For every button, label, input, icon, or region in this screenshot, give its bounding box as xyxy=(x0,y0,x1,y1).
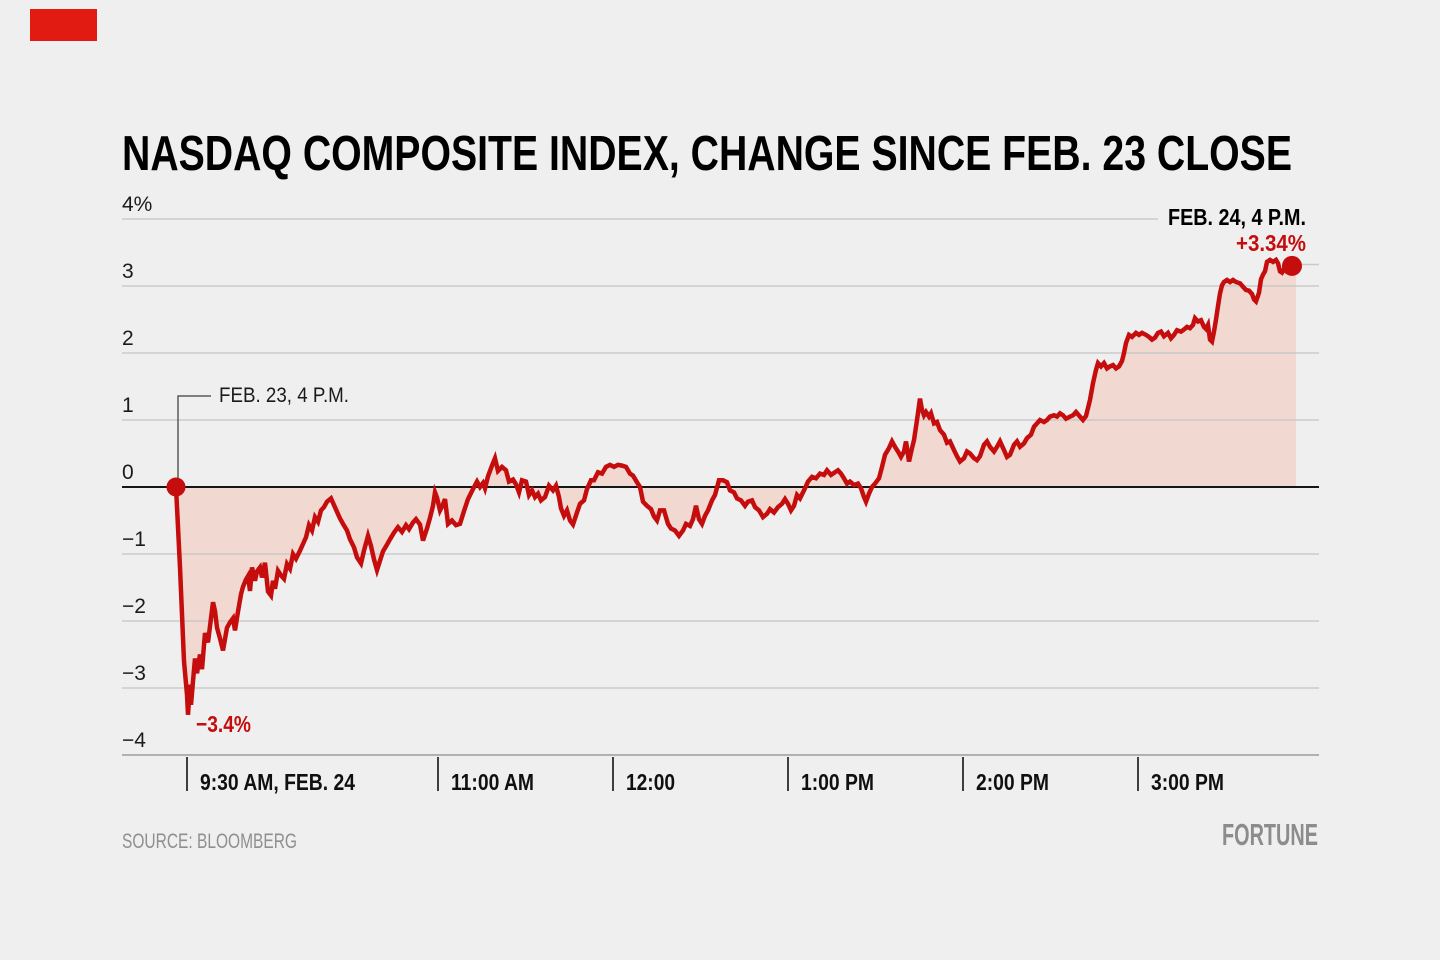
x-axis-tick-label: 2:00 PM xyxy=(976,769,1049,795)
x-axis-tick-label: 9:30 AM, FEB. 24 xyxy=(200,769,355,795)
start-callout-line xyxy=(177,395,211,478)
low-value-label: −3.4% xyxy=(196,711,251,737)
end-time-label: FEB. 24, 4 P.M. xyxy=(1168,204,1306,230)
y-axis-tick-label: 3 xyxy=(122,260,134,283)
chart-title: NASDAQ COMPOSITE INDEX, CHANGE SINCE FEB… xyxy=(122,127,1292,181)
x-axis-tick-label: 12:00 xyxy=(626,769,675,795)
y-axis-tick-label: 1 xyxy=(122,394,134,417)
chart-plot-area: 4% 3 2 1 0 −1 −2 −3 −4 9:30 AM, FEB. 24 11:00 AM 12… xyxy=(122,193,1319,795)
x-axis-tick-label: 1:00 PM xyxy=(801,769,874,795)
y-axis-tick-label: −3 xyxy=(122,662,146,685)
source-credit: SOURCE: BLOOMBERG xyxy=(122,829,297,853)
fortune-logo: FORTUNE xyxy=(1222,817,1318,852)
y-axis-tick-label: 4% xyxy=(122,193,152,216)
end-value-label: +3.34% xyxy=(1236,230,1306,256)
end-point-dot xyxy=(1282,255,1302,276)
y-axis-tick-label: 2 xyxy=(122,327,134,350)
y-axis-tick-label: −4 xyxy=(122,729,146,752)
x-axis-tick-label: 3:00 PM xyxy=(1151,769,1224,795)
y-axis-tick-label: −2 xyxy=(122,595,146,618)
start-callout-label: FEB. 23, 4 P.M. xyxy=(219,384,349,407)
fortune-red-bar xyxy=(30,9,97,41)
start-point-dot xyxy=(166,477,186,497)
y-axis-tick-label: 0 xyxy=(122,461,134,484)
y-axis-tick-label: −1 xyxy=(122,528,146,551)
series-line xyxy=(173,256,1296,715)
x-axis-tick-label: 11:00 AM xyxy=(451,769,534,795)
